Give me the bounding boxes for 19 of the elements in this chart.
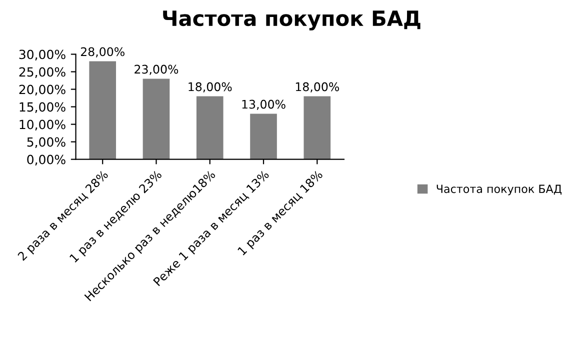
y-tick-label: 20,00% [19,84,66,96]
bar [89,61,116,160]
legend-label: Частота покупок БАД [436,184,562,196]
y-tick-label: 5,00% [27,137,66,148]
y-tick-label: 10,00% [20,120,66,130]
y-tick-label: 15,00% [20,102,66,113]
y-tick-label: 25,00% [19,67,66,78]
data-label: 23,00% [134,64,178,75]
bar [304,96,331,160]
bar [142,78,170,160]
bar [196,96,224,160]
y-tick-label: 30,00% [19,50,66,60]
data-label: 18,00% [296,82,340,92]
data-label: 28,00% [80,47,124,58]
bar [250,114,277,160]
data-label: 18,00% [188,82,232,92]
data-label: 13,00% [242,100,286,110]
chart-title: Частота покупок БАД [163,10,420,30]
y-tick-label: 0,00% [27,154,66,166]
